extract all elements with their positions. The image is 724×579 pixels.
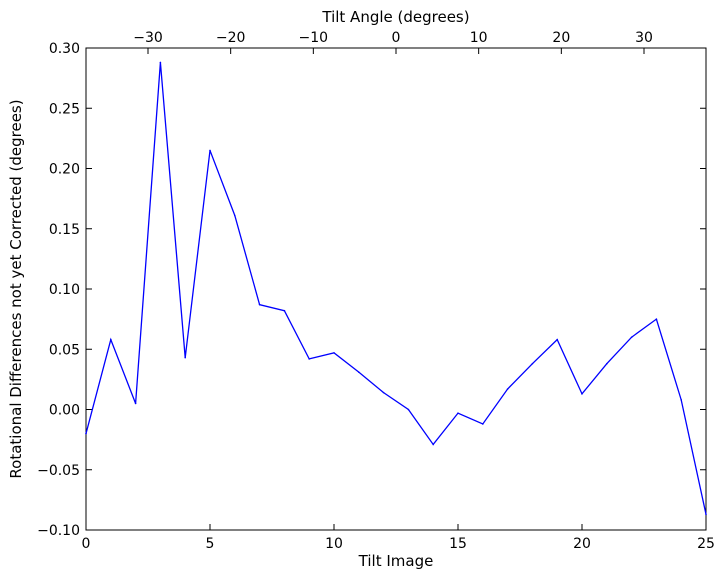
y-tick-label: 0.20 [49,162,80,178]
y-tick-label: −0.05 [37,463,80,479]
y-tick-label: 0.15 [49,222,80,238]
x-tick-label: 0 [82,536,91,552]
y-tick-label: 0.00 [49,403,80,419]
data-point [457,412,459,414]
top-x-tick-label: 20 [552,30,570,46]
x-tick-label: 20 [573,536,591,552]
y-tick-label: 0.05 [49,342,80,358]
top-x-tick-label: −30 [133,30,163,46]
data-point [283,309,286,312]
series-line [85,62,707,515]
top-x-tick-label: 30 [635,30,653,46]
data-point [432,443,435,446]
y-tick-label: 0.25 [49,101,80,117]
data-point [308,358,311,360]
x-tick-label: 25 [697,536,715,552]
data-point [382,391,385,394]
data-point [258,303,261,306]
x-tick-label: 15 [449,536,467,552]
data-point [655,318,658,320]
series-group [85,61,707,516]
data-point [556,338,558,341]
y-axis-title: Rotational Differences not yet Corrected… [7,99,25,478]
data-point [358,371,360,373]
y-tick-label: 0.30 [49,41,80,57]
data-point [606,362,608,365]
top-x-tick-label: −10 [299,30,329,46]
tick-group: 0 5 10 15 20 25 −30 −20 −10 0 10 20 30 −0.10 −0.05 0.00… [37,30,715,552]
data-point [159,61,162,64]
top-x-tick-label: 10 [470,30,488,46]
top-x-tick-label: 0 [392,30,401,46]
y-tick-label: 0.10 [49,282,80,298]
data-point [184,356,186,359]
top-axis-title: Tilt Angle (degrees) [321,8,469,26]
data-point [85,432,87,435]
data-point [581,393,583,395]
data-point [630,336,633,339]
data-point [407,408,410,411]
data-point [531,362,534,365]
data-point [705,513,707,516]
data-point [134,402,137,405]
x-tick-label: 10 [325,536,343,552]
y-tick-label: −0.10 [37,523,80,539]
top-x-tick-label: −20 [216,30,246,46]
data-point [333,352,335,354]
x-tick-label: 5 [206,536,215,552]
plot-area [85,47,707,531]
x-axis-title: Tilt Image [358,552,434,570]
data-point [209,149,211,152]
data-point [680,399,682,401]
data-point [234,214,236,217]
data-point [110,338,112,341]
data-point [506,388,509,390]
data-point [482,423,484,425]
